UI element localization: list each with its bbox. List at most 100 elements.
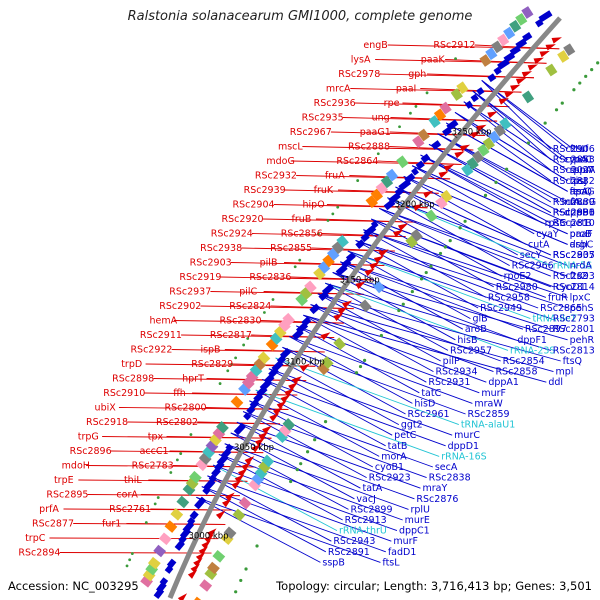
- gene-label-reverse[interactable]: secY: [520, 250, 542, 261]
- gene-label-reverse[interactable]: RSc2793: [553, 314, 595, 325]
- gene-label-forward[interactable]: fruB: [292, 214, 312, 225]
- gene-label-forward[interactable]: RSc2836: [249, 272, 291, 283]
- gene-label-forward[interactable]: RSc2802: [156, 417, 198, 428]
- gene-label-forward[interactable]: RSc2902: [159, 301, 201, 312]
- gene-label-forward[interactable]: fruK: [314, 185, 334, 196]
- gene-label-reverse[interactable]: ddl: [548, 377, 563, 388]
- gene-label-reverse[interactable]: ftsI: [570, 144, 585, 155]
- gene-label-reverse[interactable]: RSc2838: [429, 473, 471, 484]
- gene-label-forward[interactable]: mscL: [278, 142, 303, 153]
- gene-label-reverse[interactable]: ftsQ: [563, 356, 582, 367]
- gene-label-forward[interactable]: corA: [116, 490, 138, 501]
- gene-label-forward[interactable]: pilB: [260, 258, 278, 269]
- gene-label-forward[interactable]: RSc2910: [103, 388, 145, 399]
- gene-label-forward[interactable]: engB: [363, 40, 387, 51]
- gene-label-forward[interactable]: paaG1: [360, 127, 391, 138]
- gene-label-forward[interactable]: paaI: [396, 84, 416, 95]
- gene-label-reverse[interactable]: RSc2858: [495, 367, 537, 378]
- gene-label-reverse[interactable]: RSc2906: [553, 144, 595, 155]
- gene-label-reverse[interactable]: RSc2943: [333, 536, 375, 547]
- gene-label-forward[interactable]: hprT: [182, 374, 204, 385]
- gene-label-reverse[interactable]: RSc2876: [416, 494, 458, 505]
- gene-label-forward[interactable]: RSc2895: [46, 490, 88, 501]
- gene-label-forward[interactable]: thiL: [124, 475, 142, 486]
- gene-label-forward[interactable]: RSc2978: [338, 69, 380, 80]
- gene-label-reverse[interactable]: tatC: [421, 388, 441, 399]
- gene-label-reverse[interactable]: RSc2931: [428, 377, 470, 388]
- gene-label-reverse[interactable]: RSc2893: [553, 271, 595, 282]
- gene-label-reverse[interactable]: RSc2897: [525, 324, 567, 335]
- gene-label-reverse[interactable]: pilP: [443, 356, 460, 367]
- gene-label-forward[interactable]: ung: [372, 113, 390, 124]
- gene-label-forward[interactable]: RSc2922: [130, 345, 172, 356]
- gene-label-reverse[interactable]: secA: [435, 462, 458, 473]
- gene-label-reverse[interactable]: dppD1: [448, 441, 479, 452]
- gene-label-reverse[interactable]: rpoC: [570, 155, 593, 166]
- gene-label-reverse[interactable]: rpoE2: [504, 271, 532, 282]
- gene-label-reverse[interactable]: dsbC: [570, 239, 594, 250]
- gene-label-reverse[interactable]: argI: [570, 239, 588, 250]
- gene-label-reverse[interactable]: hisD: [414, 398, 435, 409]
- gene-label-reverse[interactable]: murF: [481, 388, 506, 399]
- gene-label-reverse[interactable]: lpxC: [570, 292, 591, 303]
- gene-label-forward[interactable]: RSc2938: [200, 243, 242, 254]
- gene-label-forward[interactable]: RSc2932: [255, 171, 297, 182]
- gene-label-reverse[interactable]: RSc2859: [468, 409, 510, 420]
- gene-label-reverse[interactable]: RSc2835: [553, 250, 595, 261]
- gene-label-forward[interactable]: RSc2856: [281, 229, 323, 240]
- gene-label-reverse[interactable]: RSc2813: [553, 345, 595, 356]
- gene-label-reverse[interactable]: ftsZ: [570, 271, 589, 282]
- gene-label-forward[interactable]: trpE: [54, 475, 74, 486]
- gene-label-reverse[interactable]: RSc2801: [553, 324, 595, 335]
- gene-label-reverse[interactable]: RSc2961: [408, 409, 450, 420]
- gene-label-forward[interactable]: hipO: [303, 200, 325, 211]
- gene-label-reverse[interactable]: RSc2853: [553, 155, 595, 166]
- rna-label[interactable]: tRNA-alaU1: [461, 420, 515, 431]
- gene-label-forward[interactable]: RSc2898: [112, 374, 154, 385]
- gene-label-forward[interactable]: gph: [408, 69, 426, 80]
- gene-label-forward[interactable]: trpG: [78, 432, 99, 443]
- gene-label-reverse[interactable]: rpsJ: [570, 176, 588, 187]
- gene-label-forward[interactable]: RSc2911: [140, 330, 182, 341]
- gene-label-forward[interactable]: lysA: [351, 55, 371, 66]
- gene-label-forward[interactable]: RSc2920: [222, 214, 264, 225]
- gene-label-reverse[interactable]: cutA: [528, 239, 550, 250]
- gene-label-reverse[interactable]: ftsL: [382, 557, 400, 568]
- gene-label-reverse[interactable]: murE: [405, 515, 430, 526]
- gene-label-reverse[interactable]: petB: [570, 218, 592, 229]
- gene-label-reverse[interactable]: dppC1: [399, 526, 430, 537]
- gene-label-reverse[interactable]: cyoB1: [375, 462, 404, 473]
- gene-label-reverse[interactable]: murC: [454, 430, 480, 441]
- gene-label-forward[interactable]: RSc2924: [211, 229, 253, 240]
- gene-label-reverse[interactable]: cyoD1: [556, 282, 586, 293]
- gene-label-forward[interactable]: paaK: [421, 55, 446, 66]
- gene-label-reverse[interactable]: RSc2957: [450, 345, 492, 356]
- gene-label-reverse[interactable]: RSc2814: [553, 282, 595, 293]
- gene-label-reverse[interactable]: petC: [394, 430, 417, 441]
- gene-label-forward[interactable]: RSc2824: [229, 301, 271, 312]
- gene-label-forward[interactable]: trpC: [25, 533, 46, 544]
- gene-label-reverse[interactable]: fadD1: [388, 547, 417, 558]
- gene-label-reverse[interactable]: RSc2923: [369, 473, 411, 484]
- gene-label-forward[interactable]: rpe: [384, 98, 400, 109]
- gene-label-forward[interactable]: RSc2761: [109, 504, 151, 515]
- rna-label[interactable]: rRNA-thrU: [339, 526, 387, 537]
- gene-label-reverse[interactable]: fruR: [548, 292, 568, 303]
- rna-label[interactable]: rRNA-16S: [441, 451, 486, 462]
- gene-label-reverse[interactable]: dppF1: [517, 335, 547, 346]
- gene-label-reverse[interactable]: RSc2891: [328, 547, 370, 558]
- gene-label-reverse[interactable]: aroB: [465, 324, 487, 335]
- gene-label-reverse[interactable]: RSc2832: [553, 176, 595, 187]
- gene-label-forward[interactable]: RSc2829: [191, 359, 233, 370]
- gene-label-reverse[interactable]: RSc2907: [553, 250, 595, 261]
- gene-label-reverse[interactable]: pehR: [570, 335, 595, 346]
- gene-label-reverse[interactable]: recQ: [570, 186, 592, 197]
- gene-label-reverse[interactable]: dppB1: [564, 208, 595, 219]
- gene-label-reverse[interactable]: RSc2810: [553, 218, 595, 229]
- gene-label-forward[interactable]: mrcA: [326, 84, 351, 95]
- gene-label-reverse[interactable]: vacJ: [356, 494, 375, 505]
- gene-label-reverse[interactable]: RSc2899: [350, 504, 392, 515]
- gene-label-reverse[interactable]: tatA: [362, 483, 382, 494]
- gene-label-forward[interactable]: RSc2903: [190, 258, 232, 269]
- rna-label[interactable]: tRNA-ileT: [532, 314, 576, 325]
